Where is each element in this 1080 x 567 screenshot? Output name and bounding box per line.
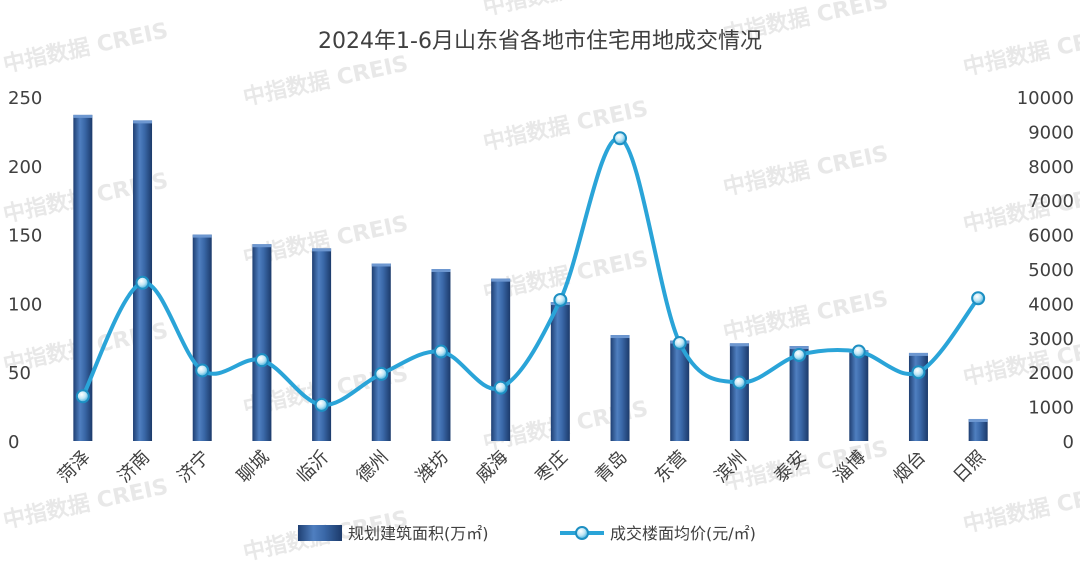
bar: [312, 248, 332, 441]
right-axis-tick-label: 3000: [1028, 329, 1074, 350]
right-axis-tick-label: 0: [1063, 432, 1074, 453]
x-axis-tick-label: 日照: [949, 447, 989, 487]
bar: [849, 350, 869, 441]
bar-top-highlight: [968, 418, 988, 422]
watermark-text: 中指数据 CREIS: [961, 478, 1080, 538]
legend-line-marker: [575, 526, 589, 540]
line-point: [254, 353, 269, 368]
left-axis-tick-label: 250: [8, 88, 42, 109]
left-axis: 0 50 100 150 200 250: [8, 88, 42, 453]
legend-item-line: 成交楼面均价(元/㎡): [560, 524, 756, 543]
x-axis-labels: 菏泽 济南 济宁 聊城 临沂 德州 潍坊 威海 枣庄 青岛 东营 滨州 泰安 淄博 烟台 日照: [54, 447, 990, 487]
right-axis-tick-label: 9000: [1028, 122, 1074, 143]
bar: [968, 418, 988, 441]
line-series: [75, 131, 986, 412]
line-point: [672, 335, 687, 350]
watermark-text: 中指数据 CREIS: [481, 96, 651, 156]
left-axis-tick-label: 150: [8, 226, 42, 247]
watermark-text: 中指数据 CREIS: [481, 0, 651, 21]
line-point: [314, 397, 329, 412]
line-point: [851, 344, 866, 359]
watermark-text: 中指数据 CREIS: [721, 141, 891, 201]
bar-top-highlight: [431, 269, 451, 272]
line-point: [75, 389, 90, 404]
right-axis-tick-label: 10000: [1017, 88, 1074, 109]
right-axis-tick-label: 8000: [1028, 157, 1074, 178]
legend-item-bar: 规划建筑面积(万㎡): [298, 524, 489, 543]
line-point: [433, 344, 448, 359]
left-axis-tick-label: 100: [8, 294, 42, 315]
watermark-text: 中指数据 CREIS: [721, 286, 891, 346]
line-point: [613, 131, 628, 146]
bar-top-highlight: [312, 248, 332, 252]
x-axis-tick-label: 东营: [651, 447, 691, 487]
chart-title: 2024年1-6月山东省各地市住宅用地成交情况: [318, 29, 762, 54]
line-point: [732, 375, 747, 390]
x-axis-tick-label: 菏泽: [54, 447, 94, 487]
x-axis-tick-label: 威海: [472, 447, 512, 487]
legend-bar-label: 规划建筑面积(万㎡): [348, 524, 489, 543]
bar-top-highlight: [491, 278, 511, 282]
bar: [371, 263, 391, 441]
bar-top-highlight: [729, 343, 749, 347]
x-axis-tick-label: 德州: [353, 447, 393, 487]
line-point: [195, 363, 210, 378]
bar-top-highlight: [252, 244, 272, 248]
line-point: [792, 348, 807, 362]
bar-top-highlight: [371, 263, 391, 267]
x-axis-tick-label: 临沂: [293, 447, 333, 487]
bar-top-highlight: [908, 352, 928, 356]
right-axis-tick-label: 7000: [1028, 191, 1074, 212]
right-axis-tick-label: 1000: [1028, 398, 1074, 419]
bar: [491, 278, 511, 441]
right-axis-tick-label: 4000: [1028, 294, 1074, 315]
left-axis-tick-label: 200: [8, 157, 42, 178]
x-axis-tick-label: 济宁: [173, 447, 213, 487]
bar: [729, 343, 749, 441]
line-point: [135, 275, 150, 290]
line-point: [493, 380, 508, 395]
right-axis: 0 1000 2000 3000 4000 5000 6000 7000 8000 9000 100…: [1017, 88, 1074, 453]
bar: [789, 346, 809, 441]
watermark-text: 中指数据 CREIS: [1, 474, 171, 534]
x-axis-tick-label: 枣庄: [532, 447, 572, 487]
watermark-text: 中指数据 CREIS: [1, 18, 171, 78]
legend: 规划建筑面积(万㎡) 成交楼面均价(元/㎡): [298, 524, 756, 543]
bar: [252, 244, 272, 441]
legend-bar-swatch: [298, 525, 342, 541]
x-axis-tick-label: 青岛: [591, 447, 631, 487]
watermark-text: 中指数据 CREIS: [241, 51, 411, 111]
bar-top-highlight: [133, 120, 153, 124]
legend-line-label: 成交楼面均价(元/㎡): [610, 524, 756, 543]
right-axis-tick-label: 5000: [1028, 260, 1074, 281]
bar-top-highlight: [73, 114, 93, 118]
x-axis-tick-label: 烟台: [890, 447, 930, 487]
bar: [610, 335, 630, 441]
line-point: [971, 291, 986, 306]
x-axis-tick-label: 潍坊: [412, 447, 452, 487]
line-point: [374, 366, 389, 381]
left-axis-tick-label: 0: [8, 432, 19, 453]
bar: [550, 302, 570, 441]
line-point: [911, 365, 926, 380]
x-axis-tick-label: 聊城: [233, 447, 273, 487]
right-axis-tick-label: 2000: [1028, 363, 1074, 384]
right-axis-tick-label: 6000: [1028, 226, 1074, 247]
bar-top-highlight: [192, 234, 212, 238]
line-point: [553, 292, 568, 307]
bar: [670, 340, 690, 441]
watermark-text: 中指数据 CREIS: [961, 21, 1080, 81]
bar-top-highlight: [789, 346, 809, 350]
bar: [192, 234, 212, 441]
bar: [73, 114, 93, 441]
bar-top-highlight: [610, 335, 630, 339]
left-axis-tick-label: 50: [8, 363, 31, 384]
